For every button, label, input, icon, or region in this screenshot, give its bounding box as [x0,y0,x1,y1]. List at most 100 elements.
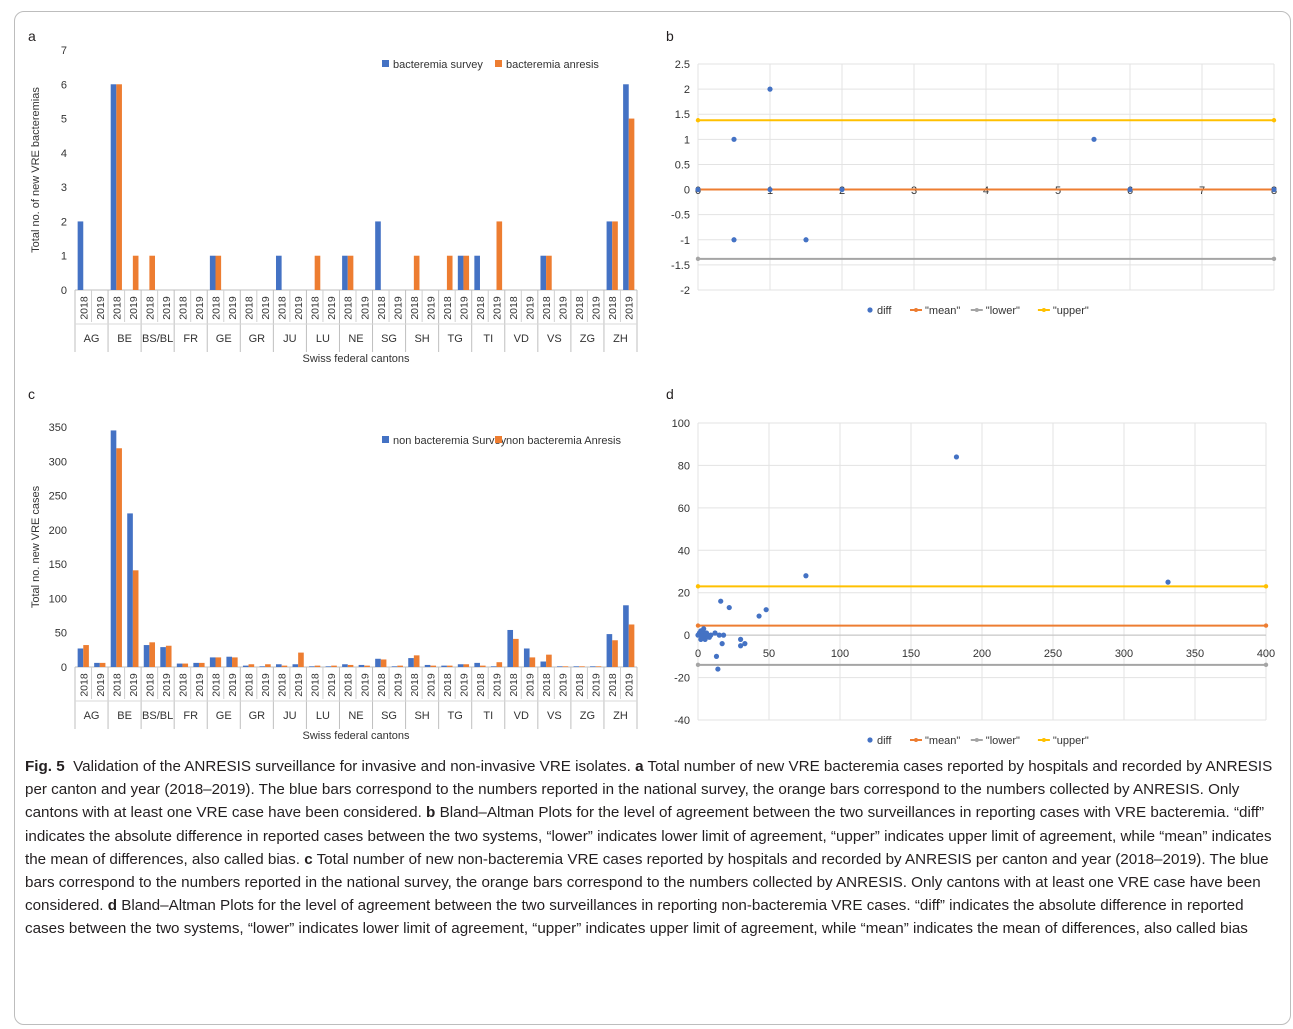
panel-a-chart: 0 1 2 3 4 5 6 7 2018 2019 AG 2018 2019 BE 2018 2019 BS/B… [25,40,645,380]
data-point [756,613,762,619]
data-point [702,636,708,642]
legend-label: "lower" [986,735,1020,747]
data-point [1165,579,1171,585]
x-year-label: 2018 [376,296,388,320]
x-year-label: 2018 [409,673,421,697]
y-tick-label: 0 [61,285,67,297]
x-group-label: ZH [613,710,628,722]
bar [446,255,453,290]
bar [209,255,216,290]
bar [77,648,84,667]
bar [441,665,447,667]
x-group-label: FR [183,333,198,345]
x-group-label: NE [348,333,363,345]
x-year-label: 2018 [607,296,619,320]
x-year-label: 2019 [425,673,437,697]
x-year-label: 2019 [128,296,140,320]
x-axis-title: Swiss federal cantons [303,353,410,365]
bar [546,255,552,290]
caption-b-text: Bland–Altman Plots for the level of agre… [25,804,1272,868]
bar [375,658,381,667]
bar [628,624,635,667]
x-group-label: GE [216,710,232,722]
x-group-label: LU [316,333,330,345]
bar [127,513,133,667]
legend-label: bacteremia anresis [506,59,599,71]
reference-line-marker [695,256,701,262]
bar [132,255,139,290]
data-point [839,186,845,193]
panel-b-label: b [666,28,674,44]
panel-c-chart: 0 50 100 150 200 250 300 350 2018 2019 AG 2018 2019 B… [25,400,645,755]
y-tick-label: 1 [684,134,690,146]
x-year-label: 2018 [343,296,355,320]
data-point [720,632,727,638]
bar [463,664,470,667]
bar [292,664,299,667]
legend-label: "lower" [986,305,1020,317]
bar [281,665,288,667]
bar [590,666,596,667]
x-group-label: TG [448,333,463,345]
bar [446,665,453,667]
bar [430,665,437,667]
x-group-label: TG [448,710,463,722]
x-tick-label: 4 [983,185,989,197]
y-tick-label: 0 [61,662,67,674]
x-year-label: 2018 [409,296,421,320]
legend-label: "upper" [1053,305,1089,317]
legend-swatch [495,60,502,67]
y-tick-label: 0 [684,185,690,197]
bar [606,634,613,667]
figure-frame [14,11,1291,1025]
x-tick-label: 7 [1199,185,1205,197]
y-tick-label: 1.5 [675,109,690,121]
data-point [716,632,722,638]
x-year-label: 2019 [458,296,470,320]
x-year-label: 2019 [425,296,437,320]
caption-c-label: c [304,850,313,868]
x-year-label: 2019 [260,673,272,697]
y-tick-label: 0 [684,630,690,642]
data-point [713,653,720,659]
data-point [731,237,737,243]
bar [99,662,106,667]
x-axis-title: Swiss federal cantons [303,730,410,742]
bar [242,665,249,667]
x-year-label: 2018 [475,673,487,697]
y-axis-title: Total no. new VRE cases [30,485,42,608]
bar [116,448,122,667]
y-tick-label: 4 [61,148,67,160]
bar [424,664,431,667]
legend-label: diff [877,305,892,317]
x-year-label: 2018 [244,673,256,697]
data-point [763,607,769,613]
bar [347,255,354,290]
x-year-label: 2019 [359,296,371,320]
bar [149,255,156,290]
x-year-label: 2019 [260,296,272,320]
y-tick-label: -0.5 [671,210,690,222]
panel-d-label: d [666,386,674,402]
data-point [738,636,744,642]
bar [342,255,348,290]
x-group-label: NE [348,710,363,722]
x-group-label: ZG [580,333,595,345]
bland-altman-non-bacteremia: -40 -20 0 20 40 60 80 100 0 50 100 150 200 250 300 350 4… [672,418,1276,747]
bar [606,221,613,290]
x-year-label: 2019 [359,673,371,697]
bar [573,666,580,667]
bar [562,666,569,667]
x-tick-label: 350 [1186,648,1204,660]
y-tick-label: 20 [678,588,690,600]
legend-label: "mean" [925,305,960,317]
bar [265,664,271,667]
x-group-label: GR [249,333,266,345]
panel-d-chart: -40 -20 0 20 40 60 80 100 0 50 100 150 200 250 300 350 4… [660,400,1285,750]
bar [474,255,480,290]
bar [496,662,503,667]
x-group-label: GR [249,710,266,722]
x-year-label: 2018 [508,296,520,320]
caption-title: Validation of the ANRESIS surveillance f… [73,758,631,775]
x-year-label: 2018 [277,296,289,320]
